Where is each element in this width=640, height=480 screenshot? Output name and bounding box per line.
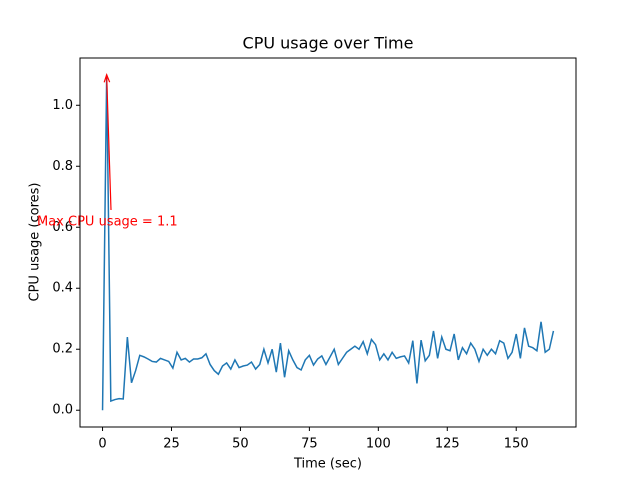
x-tick-label: 150 <box>504 437 529 452</box>
y-tick-label: 0.4 <box>52 281 73 296</box>
chart-title: CPU usage over Time <box>243 34 414 53</box>
y-tick-label: 0.6 <box>52 220 73 235</box>
data-line <box>101 74 555 411</box>
y-tick-label: 0.2 <box>52 342 73 357</box>
annotation-arrow <box>106 76 112 211</box>
x-tick-label: 125 <box>435 437 460 452</box>
y-tick-label: 0.0 <box>52 403 73 418</box>
annotation-arrowhead <box>103 73 111 83</box>
x-tick-label: 0 <box>98 437 106 452</box>
x-tick-label: 25 <box>163 437 180 452</box>
y-tick-label: 0.8 <box>52 159 73 174</box>
plot-frame <box>79 57 577 428</box>
y-axis-label: CPU usage (cores) <box>28 183 43 302</box>
x-tick-label: 100 <box>366 437 391 452</box>
annotation: Max CPU usage = 1.1 <box>37 215 178 230</box>
x-tick-label: 75 <box>301 437 318 452</box>
y-tick-label: 1.0 <box>52 98 73 113</box>
x-tick-label: 50 <box>232 437 249 452</box>
x-axis-label: Time (sec) <box>293 457 362 472</box>
